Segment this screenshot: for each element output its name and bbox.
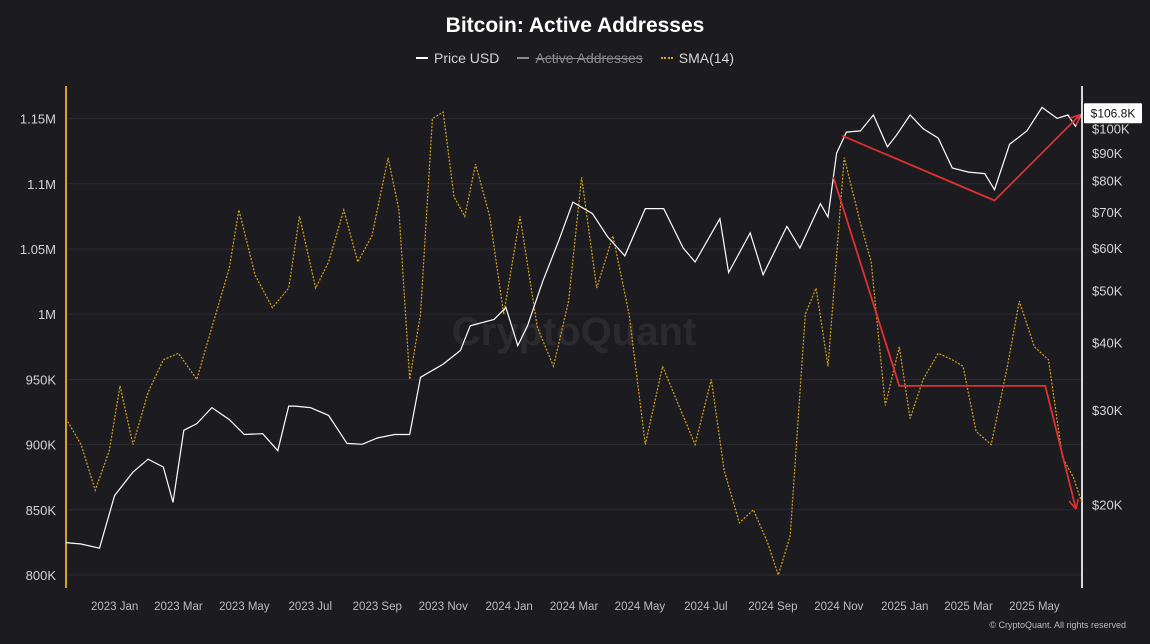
- sma-trend-arrow: [832, 177, 1075, 507]
- current-price-label: $106.8K: [1091, 107, 1136, 121]
- left-axis-tick-label: 950K: [26, 372, 57, 387]
- x-axis-tick-label: 2023 Jul: [289, 601, 332, 613]
- price-series-line[interactable]: [65, 106, 1083, 549]
- right-axis-tick-label: $100K: [1092, 122, 1130, 137]
- right-axis-tick-label: $40K: [1092, 336, 1123, 351]
- right-axis-tick-label: $50K: [1092, 284, 1123, 299]
- left-axis-tick-label: 1.05M: [20, 242, 56, 257]
- left-axis-tick-label: 1.1M: [27, 177, 56, 192]
- x-axis-tick-label: 2025 May: [1009, 601, 1060, 613]
- left-axis-tick-label: 850K: [26, 503, 57, 518]
- chart-legend: Price USD Active Addresses SMA(14): [0, 50, 1150, 66]
- left-axis-tick-label: 1.15M: [20, 112, 56, 127]
- x-axis-tick-label: 2023 Nov: [419, 601, 468, 613]
- left-axis-tick-label: 1M: [38, 307, 56, 322]
- x-axis-tick-label: 2023 Mar: [154, 601, 203, 613]
- current-price-tag: [1084, 103, 1142, 124]
- x-axis-tick-label: 2024 May: [615, 601, 666, 613]
- right-axis-tick-label: $60K: [1092, 241, 1123, 256]
- x-axis-tick-label: 2025 Jan: [881, 601, 928, 613]
- x-axis-tick-label: 2024 Mar: [550, 601, 599, 613]
- x-axis-tick-label: 2024 Nov: [814, 601, 863, 613]
- x-axis-tick-label: 2024 Jan: [485, 601, 532, 613]
- left-axis-tick-label: 900K: [26, 438, 57, 453]
- legend-item-sma[interactable]: SMA(14): [660, 50, 734, 66]
- legend-label-sma: SMA(14): [678, 50, 734, 66]
- x-axis-tick-label: 2024 Jul: [684, 601, 727, 613]
- dotted-swatch-icon: [660, 57, 673, 59]
- x-axis-tick-label: 2023 Sep: [353, 601, 402, 613]
- line-swatch-icon: [517, 57, 530, 59]
- watermark-text: CryptoQuant: [452, 310, 696, 354]
- legend-item-active-addresses[interactable]: Active Addresses: [517, 50, 643, 66]
- right-axis-tick-label: $70K: [1092, 205, 1123, 220]
- right-axis-tick-label: $30K: [1092, 403, 1123, 418]
- right-axis-tick-label: $80K: [1092, 174, 1123, 189]
- line-swatch-icon: [416, 57, 428, 59]
- chart-title: Bitcoin: Active Addresses: [445, 14, 705, 37]
- right-axis-tick-label: $90K: [1092, 146, 1123, 161]
- legend-label-price: Price USD: [434, 50, 500, 66]
- left-axis-tick-label: 800K: [26, 568, 57, 583]
- legend-item-price[interactable]: Price USD: [416, 50, 499, 66]
- x-axis-tick-label: 2023 May: [219, 601, 270, 613]
- price-trend-arrow: [841, 116, 1079, 202]
- x-axis-tick-label: 2023 Jan: [91, 601, 138, 613]
- x-axis-tick-label: 2024 Sep: [748, 601, 797, 613]
- x-axis-tick-label: 2025 Mar: [944, 601, 993, 613]
- legend-label-active-addresses: Active Addresses: [535, 50, 643, 66]
- copyright-footer: © CryptoQuant. All rights reserved: [989, 620, 1126, 630]
- right-axis-tick-label: $20K: [1092, 498, 1123, 513]
